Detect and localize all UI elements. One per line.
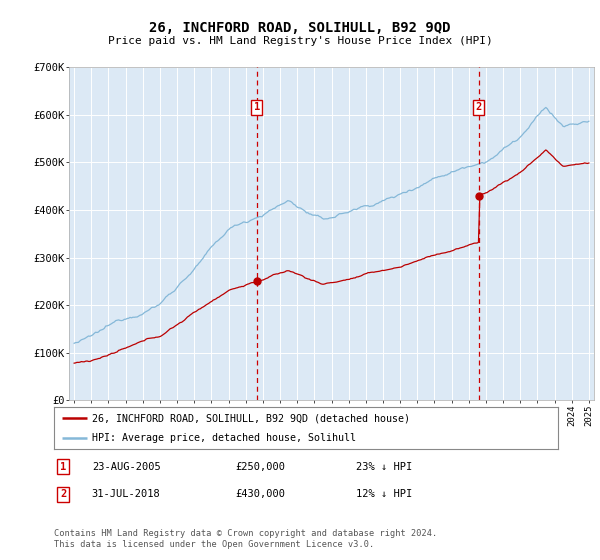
Text: 1: 1 (254, 102, 260, 112)
Text: 31-JUL-2018: 31-JUL-2018 (92, 489, 161, 499)
Text: 1: 1 (60, 462, 66, 472)
Text: 12% ↓ HPI: 12% ↓ HPI (356, 489, 413, 499)
Text: Price paid vs. HM Land Registry's House Price Index (HPI): Price paid vs. HM Land Registry's House … (107, 36, 493, 46)
Text: £430,000: £430,000 (235, 489, 286, 499)
Text: 2: 2 (476, 102, 482, 112)
Text: 26, INCHFORD ROAD, SOLIHULL, B92 9QD: 26, INCHFORD ROAD, SOLIHULL, B92 9QD (149, 21, 451, 35)
Text: 2: 2 (60, 489, 66, 499)
Text: 23-AUG-2005: 23-AUG-2005 (92, 462, 161, 472)
Text: 26, INCHFORD ROAD, SOLIHULL, B92 9QD (detached house): 26, INCHFORD ROAD, SOLIHULL, B92 9QD (de… (92, 413, 410, 423)
Text: Contains HM Land Registry data © Crown copyright and database right 2024.
This d: Contains HM Land Registry data © Crown c… (54, 529, 437, 549)
Text: HPI: Average price, detached house, Solihull: HPI: Average price, detached house, Soli… (92, 433, 356, 443)
Text: £250,000: £250,000 (235, 462, 286, 472)
Text: 23% ↓ HPI: 23% ↓ HPI (356, 462, 413, 472)
